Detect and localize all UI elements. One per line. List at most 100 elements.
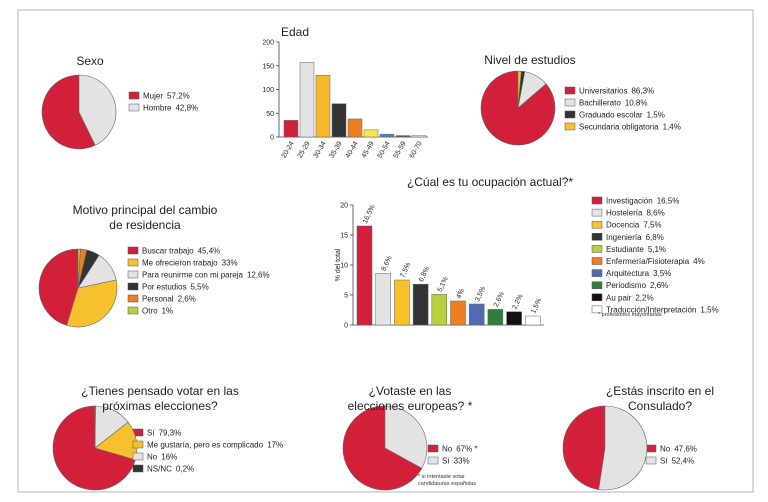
legend-swatch [127, 246, 139, 255]
legend-label: Investigación [606, 197, 653, 206]
bar [450, 300, 466, 326]
legend-swatch [591, 208, 603, 217]
legend-label: NS/NC [147, 465, 172, 474]
legend-entry: Sí 52,4% [660, 457, 694, 466]
legend-entry: Buscar trabajo 45,4% [142, 247, 220, 256]
legend-label: No [660, 445, 671, 454]
y-tick-label: 5 [344, 293, 348, 300]
pie-slice [78, 74, 117, 146]
legend-value: 16% [161, 453, 177, 462]
legend-label: Bachillerato [579, 99, 621, 108]
bar [411, 135, 427, 138]
pie-slice [562, 405, 606, 490]
legend-value: 45,4% [198, 247, 221, 256]
legend-swatch [645, 456, 657, 465]
legend-swatch [591, 281, 603, 289]
legend-value: 2,6% [650, 281, 668, 290]
pie-slice [66, 279, 118, 328]
legend-label: Ingeniería [606, 233, 642, 242]
legend-label: Universitarios [579, 87, 627, 96]
legend-entry: Universitarios 86,3% [579, 87, 654, 96]
bar-value-label: 5,1% [437, 276, 450, 293]
legend-swatch [591, 245, 603, 253]
legend-swatch [132, 440, 144, 449]
legend-entry: Me gustaría, pero es complicado 17% [147, 441, 283, 450]
legend-entry: Estudiante 5,1% [606, 245, 666, 254]
pie-slice [517, 70, 522, 109]
legend-label: Sí [660, 457, 668, 466]
legend-value: 57,2% [167, 92, 190, 101]
legend-swatch [127, 306, 139, 315]
legend-entry: Periodismo 2,6% [606, 281, 668, 290]
legend-swatch [127, 258, 139, 267]
legend-entry: Bachillerato 10,8% [579, 99, 648, 108]
chart-title: ¿Cúal es tu ocupación actual?* [406, 175, 574, 189]
bar-value-label: 2,2% [512, 293, 525, 310]
legend-value: 17% [267, 441, 283, 450]
footnote: * si intentaste votar candidaturas españ… [418, 474, 477, 487]
legend-value: 79,3% [159, 429, 182, 438]
pie-slice [342, 405, 423, 491]
legend-value: 1,5% [647, 111, 665, 120]
legend-label: Me ofrecieron trabajo [142, 259, 218, 268]
y-tick-label: 20 [340, 203, 348, 210]
legend-label: Estudiante [606, 245, 644, 254]
legend-label: Personal [142, 295, 174, 304]
legend-swatch [128, 103, 140, 112]
bar [375, 273, 391, 326]
legend-entry: Me ofrecieron trabajo 33% [142, 259, 238, 268]
chart-title: Nivel de estudios [484, 53, 576, 67]
legend-swatch [127, 282, 139, 291]
legend-label: No [147, 453, 158, 462]
legend-swatch [591, 196, 603, 205]
chart-title: Sexo [76, 54, 104, 68]
legend-label: Traducción/Interpretación [606, 305, 696, 314]
bar-value-label: 6,8% [418, 266, 431, 283]
legend-value: 52,4% [672, 457, 695, 466]
legend-swatch [132, 452, 144, 461]
bar [379, 133, 395, 138]
legend-entry: Investigación 16,5% [606, 197, 679, 206]
chart-title: Motivo principal del cambio de residenci… [72, 203, 218, 232]
bar [299, 62, 315, 138]
legend-label: Graduado escolar [579, 111, 643, 120]
legend-entry: NS/NC 0,2% [147, 465, 194, 474]
bar [331, 103, 347, 138]
pie-slice [598, 405, 648, 491]
legend-value: 16,5% [657, 197, 680, 206]
pie-slice [52, 405, 136, 491]
y-tick-label: 100 [262, 87, 274, 94]
footnote: * profesiones mayoritarias [598, 312, 662, 318]
legend-value: 33% [454, 457, 470, 466]
legend-swatch [645, 444, 657, 453]
legend-label: Periodismo [606, 281, 647, 290]
bar [356, 225, 373, 326]
legend-value: 0,2% [176, 465, 194, 474]
bar [506, 311, 522, 326]
legend-swatch [564, 110, 576, 119]
legend-entry: Docencia 7,5% [606, 221, 662, 230]
bar [363, 129, 379, 138]
chart-title: ¿Tienes pensado votar en las próximas el… [81, 384, 239, 413]
y-tick-label: 10 [340, 263, 348, 270]
x-tick-label: 35-39 [329, 140, 344, 159]
y-tick-label: 50 [266, 111, 274, 118]
legend-entry: Sí 79,3% [147, 429, 181, 438]
legend-value: 1% [162, 307, 174, 316]
legend-entry: Por estudios 5,5% [142, 283, 209, 292]
legend-entry: No 67% * [442, 445, 478, 454]
bar-value-label: 1,5% [530, 297, 543, 314]
x-tick-label: 60-70 [409, 140, 424, 159]
x-tick-label: 20-24 [281, 140, 296, 159]
legend-value: 67% * [456, 445, 477, 454]
legend-entry: Enfermería/Fisioterapia 4% [606, 257, 705, 266]
y-axis-label: % del total [335, 248, 342, 281]
bar [315, 75, 331, 138]
legend-label: Sí [442, 457, 450, 466]
legend-label: Buscar trabajo [142, 247, 194, 256]
y-tick-label: 0 [270, 135, 274, 142]
legend-label: Sí [147, 429, 155, 438]
legend-swatch [127, 270, 139, 279]
legend-swatch [427, 444, 439, 453]
legend-entry: Graduado escolar 1,5% [579, 111, 665, 120]
